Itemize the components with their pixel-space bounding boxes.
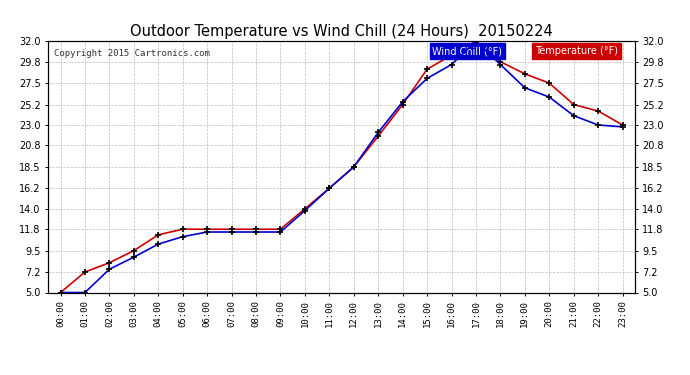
Text: Copyright 2015 Cartronics.com: Copyright 2015 Cartronics.com <box>55 49 210 58</box>
Text: Temperature (°F): Temperature (°F) <box>535 46 618 56</box>
Text: Wind Chill (°F): Wind Chill (°F) <box>433 46 502 56</box>
Title: Outdoor Temperature vs Wind Chill (24 Hours)  20150224: Outdoor Temperature vs Wind Chill (24 Ho… <box>130 24 553 39</box>
